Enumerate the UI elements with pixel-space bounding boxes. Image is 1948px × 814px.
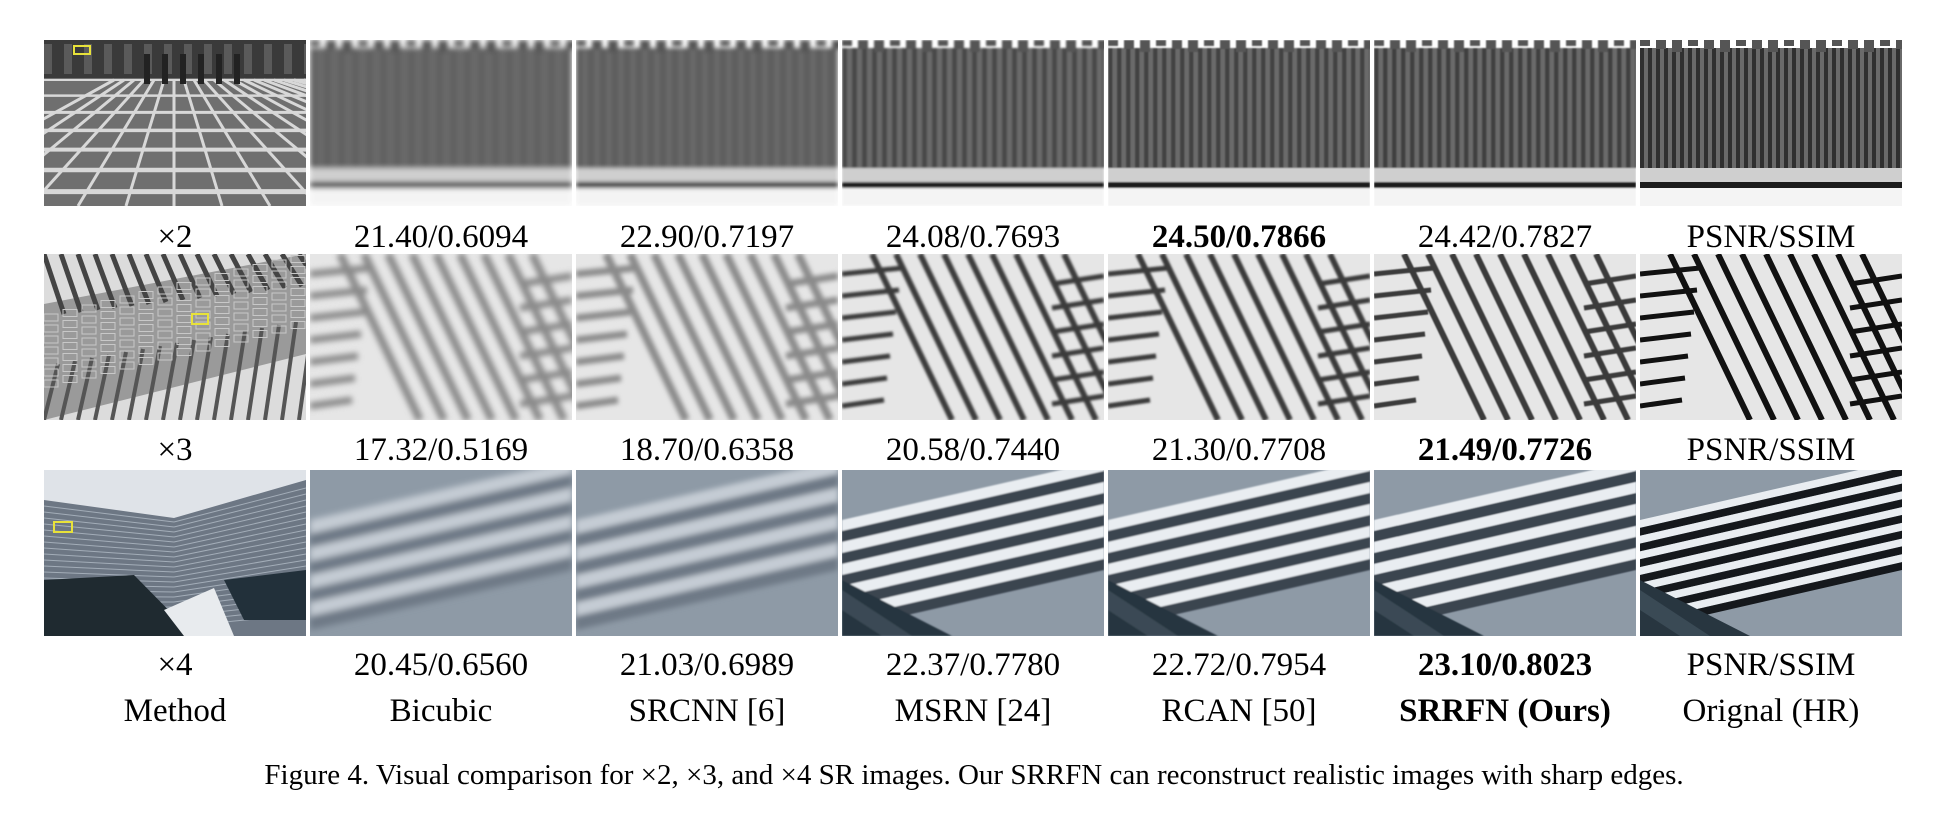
score-row-1-col-3: 24.08/0.7693 (885, 219, 1061, 255)
method-name-4: RCAN [50] (1161, 693, 1317, 729)
scale-label-row-3: ×4 (157, 647, 193, 683)
crop-row-1-msrn-24 (842, 40, 1104, 206)
crop-row-3-msrn-24 (842, 470, 1104, 636)
score-row-1-col-1: 21.40/0.6094 (353, 219, 529, 255)
method-name-2: SRCNN [6] (628, 693, 786, 729)
metric-header-row-2: PSNR/SSIM (1686, 432, 1856, 468)
crop-row-3-rcan-50 (1108, 470, 1370, 636)
method-name-3: MSRN [24] (894, 693, 1052, 729)
score-row-3-col-4: 22.72/0.7954 (1151, 647, 1327, 683)
crop-row-2-orignal-hr (1640, 254, 1902, 420)
score-row-2-col-3: 20.58/0.7440 (885, 432, 1061, 468)
score-row-1-col-4: 24.50/0.7866 (1151, 219, 1327, 255)
crop-row-3-bicubic (310, 470, 572, 636)
crop-row-3-orignal-hr (1640, 470, 1902, 636)
scale-label-row-2: ×3 (157, 432, 193, 468)
figure-caption: Figure 4. Visual comparison for ×2, ×3, … (264, 759, 1684, 791)
method-name-1: Bicubic (389, 693, 493, 729)
score-row-1-col-5: 24.42/0.7827 (1417, 219, 1593, 255)
crop-row-2-srrfn-ours (1374, 254, 1636, 420)
score-row-2-col-4: 21.30/0.7708 (1151, 432, 1327, 468)
crop-row-3-srcnn-6 (576, 470, 838, 636)
overview-image-row-3 (44, 470, 306, 636)
crop-row-1-srcnn-6 (576, 40, 838, 206)
crop-row-1-rcan-50 (1108, 40, 1370, 206)
crop-row-2-msrn-24 (842, 254, 1104, 420)
crop-row-2-srcnn-6 (576, 254, 838, 420)
score-row-3-col-2: 21.03/0.6989 (619, 647, 795, 683)
crop-row-2-bicubic (310, 254, 572, 420)
score-row-2-col-2: 18.70/0.6358 (619, 432, 795, 468)
crop-row-2-rcan-50 (1108, 254, 1370, 420)
overview-image-row-2 (44, 254, 306, 420)
score-row-3-col-5: 23.10/0.8023 (1417, 647, 1593, 683)
scale-label-row-1: ×2 (157, 219, 193, 255)
score-row-3-col-1: 20.45/0.6560 (353, 647, 529, 683)
score-row-2-col-1: 17.32/0.5169 (353, 432, 529, 468)
crop-row-1-srrfn-ours (1374, 40, 1636, 206)
method-name-6: Orignal (HR) (1682, 693, 1860, 729)
metric-header-row-1: PSNR/SSIM (1686, 219, 1856, 255)
overview-image-row-1 (44, 40, 306, 206)
method-name-5: SRRFN (Ours) (1399, 693, 1611, 729)
score-row-3-col-3: 22.37/0.7780 (885, 647, 1061, 683)
crop-row-1-orignal-hr (1640, 40, 1902, 206)
metric-header-row-3: PSNR/SSIM (1686, 647, 1856, 683)
crop-row-1-bicubic (310, 40, 572, 206)
score-row-1-col-2: 22.90/0.7197 (619, 219, 795, 255)
score-row-2-col-5: 21.49/0.7726 (1417, 432, 1593, 468)
crop-row-3-srrfn-ours (1374, 470, 1636, 636)
method-header: Method (123, 693, 227, 729)
